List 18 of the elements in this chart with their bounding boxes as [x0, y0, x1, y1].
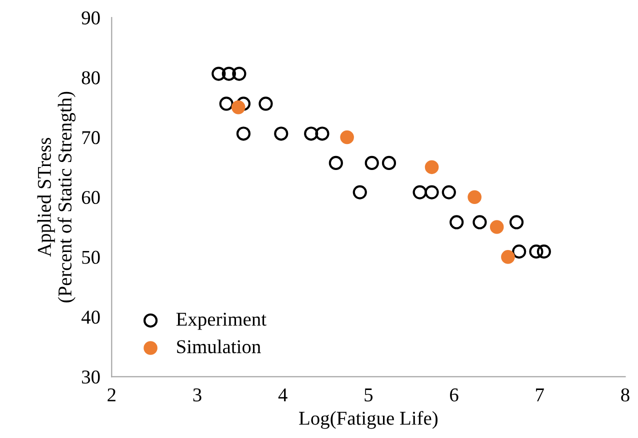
y-tick-label: 50: [82, 250, 100, 264]
y-tick-label: 80: [82, 71, 100, 84]
y-axis-title: Applied STress (Percent of Static Strength): [37, 92, 76, 302]
legend-label: Experiment: [176, 312, 266, 330]
y-tick-label: 40: [81, 310, 100, 324]
x-tick-label: 6: [450, 388, 458, 402]
x-tick-label: 8: [621, 388, 630, 402]
y-tick-label: 30: [82, 370, 100, 384]
x-tick-label: 7: [536, 388, 544, 402]
x-axis-title: Log(Fatigue Life): [299, 410, 438, 429]
x-tick-label: 4: [278, 388, 288, 402]
legend-label: Simulation: [177, 340, 261, 354]
x-tick-label: 5: [364, 388, 373, 402]
y-tick-label: 90: [82, 11, 100, 24]
x-tick-label: 3: [193, 388, 202, 402]
y-tick-label: 70: [82, 131, 100, 144]
x-tick-label: 2: [108, 388, 116, 402]
y-tick-label: 60: [82, 190, 100, 204]
